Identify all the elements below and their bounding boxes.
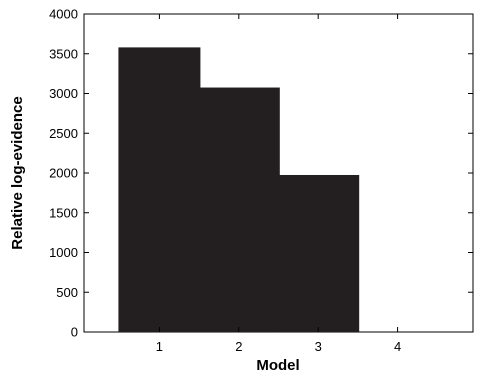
x-axis-label: Model bbox=[256, 357, 299, 374]
y-tick-label: 2000 bbox=[49, 166, 78, 181]
bar-model-2 bbox=[197, 87, 280, 332]
y-tick-label: 500 bbox=[56, 285, 78, 300]
y-tick-label: 2500 bbox=[49, 126, 78, 141]
x-tick-label: 2 bbox=[235, 339, 242, 354]
x-axis-ticks: 1 2 3 4 bbox=[156, 14, 401, 354]
y-tick-label: 0 bbox=[71, 325, 78, 340]
y-tick-label: 4000 bbox=[49, 7, 78, 22]
bars-group bbox=[118, 47, 360, 332]
y-axis-ticks: 0 500 1000 1500 2000 2500 3000 3500 4000 bbox=[49, 7, 473, 340]
y-tick-label: 3500 bbox=[49, 46, 78, 61]
x-tick-label: 4 bbox=[394, 339, 401, 354]
y-tick-label: 1500 bbox=[49, 205, 78, 220]
y-tick-label: 1000 bbox=[49, 245, 78, 260]
y-axis-label: Relative log-evidence bbox=[9, 96, 26, 249]
x-tick-label: 1 bbox=[156, 339, 163, 354]
bar-model-3 bbox=[277, 174, 360, 332]
y-tick-label: 3000 bbox=[49, 86, 78, 101]
x-tick-label: 3 bbox=[315, 339, 322, 354]
bar-model-1 bbox=[118, 47, 201, 332]
